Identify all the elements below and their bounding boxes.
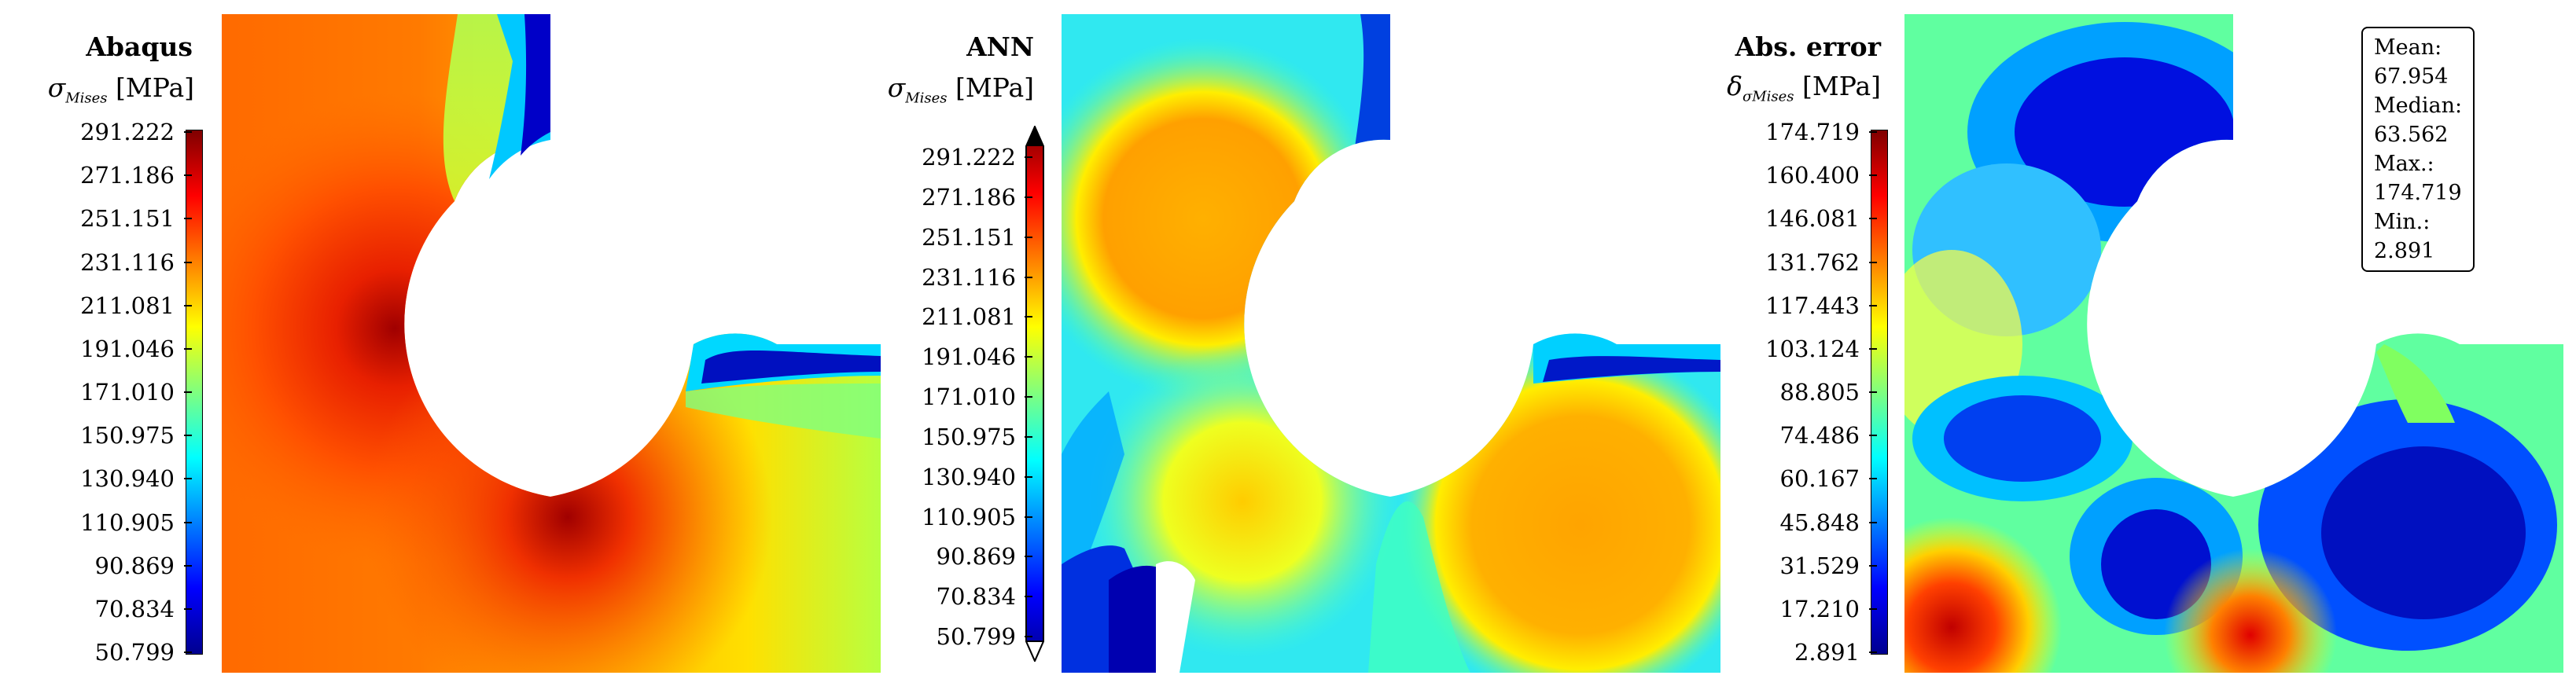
colorbar-tick-mark bbox=[1025, 435, 1032, 438]
colorbar-tick-label: 174.719 bbox=[1765, 119, 1860, 145]
colorbar-tick-label: 130.940 bbox=[80, 465, 175, 493]
colorbar-tick-label: 103.124 bbox=[1765, 335, 1860, 362]
colorbar-tick-label: 291.222 bbox=[80, 119, 175, 145]
panel-title: Abaqus bbox=[86, 31, 193, 62]
colorbar-tick-mark bbox=[1025, 516, 1032, 518]
colorbar-tick-mark bbox=[1025, 196, 1032, 198]
colorbar-tick-mark bbox=[1869, 478, 1877, 480]
colorbar-tick-mark bbox=[1025, 396, 1032, 398]
colorbar-tick-mark bbox=[1025, 356, 1032, 358]
colorbar-tick-label: 171.010 bbox=[922, 384, 1016, 410]
panel-title: ANN bbox=[966, 31, 1034, 62]
colorbar-label: σMises [MPa] bbox=[887, 72, 1034, 107]
colorbar-tick-mark bbox=[1869, 304, 1877, 306]
colorbar-tick-label: 231.116 bbox=[80, 248, 175, 276]
colorbar-tick-mark bbox=[1869, 521, 1877, 523]
colorbar-tick-mark bbox=[1025, 475, 1032, 478]
colorbar-tick-label: 146.081 bbox=[1765, 205, 1860, 233]
stat-mean: Mean: 67.954 bbox=[2374, 35, 2449, 89]
colorbar-tick-mark bbox=[1869, 218, 1877, 220]
colorbar-tick-label: 50.799 bbox=[936, 623, 1016, 650]
colorbar-tick-label: 110.905 bbox=[80, 508, 175, 536]
colorbar-tick-mark bbox=[1025, 276, 1032, 278]
colorbar-tick-label: 271.186 bbox=[80, 162, 175, 189]
stress-field-ann bbox=[1062, 14, 1720, 673]
colorbar-tick-mark bbox=[1025, 316, 1032, 318]
colorbar-tick-label: 60.167 bbox=[1779, 465, 1860, 493]
colorbar-tick-mark bbox=[184, 478, 192, 480]
colorbar-tick-label: 160.400 bbox=[1765, 162, 1860, 189]
colorbar-tick-mark bbox=[184, 391, 192, 393]
colorbar-tick-mark bbox=[1869, 435, 1877, 437]
colorbar-tick-mark bbox=[1869, 564, 1877, 567]
stats-box: Mean: 67.954 Median: 63.562 Max.: 174.71… bbox=[2361, 27, 2475, 272]
colorbar-tick-label: 90.869 bbox=[94, 552, 175, 579]
stress-field-abaqus bbox=[222, 14, 881, 673]
colorbar-tick-label: 150.975 bbox=[922, 423, 1016, 450]
colorbar-tick-label: 171.010 bbox=[80, 379, 175, 406]
colorbar-tick-label: 231.116 bbox=[922, 263, 1016, 291]
colorbar-tick-mark bbox=[1869, 131, 1877, 133]
colorbar-tick-mark bbox=[1025, 636, 1032, 637]
colorbar-tick-mark bbox=[1025, 596, 1032, 598]
colorbar-tick-label: 251.151 bbox=[922, 223, 1016, 251]
colorbar-tick-label: 70.834 bbox=[936, 583, 1016, 611]
colorbar-tick-label: 117.443 bbox=[1765, 292, 1860, 319]
colorbar-tick-label: 17.210 bbox=[1779, 595, 1860, 622]
panel-title: Abs. error bbox=[1735, 31, 1881, 62]
stat-min: Min.: 2.891 bbox=[2374, 210, 2435, 263]
colorbar-tick-mark bbox=[184, 174, 192, 177]
colorbar-tick-mark bbox=[1025, 236, 1032, 238]
colorbar-tick-mark bbox=[184, 435, 192, 437]
colorbar-tick-mark bbox=[184, 347, 192, 350]
colorbar-tick-label: 131.762 bbox=[1765, 248, 1860, 276]
colorbar-tick-mark bbox=[184, 607, 192, 610]
colorbar-tick-mark bbox=[1869, 607, 1877, 610]
stat-max: Max.: 174.719 bbox=[2374, 152, 2462, 205]
colorbar-tick-mark bbox=[184, 304, 192, 306]
colorbar-tick-label: 88.805 bbox=[1779, 379, 1860, 406]
colorbar-tick-label: 271.186 bbox=[922, 183, 1016, 211]
colorbar-tick-label: 191.046 bbox=[922, 343, 1016, 371]
colorbar-tick-label: 130.940 bbox=[922, 463, 1016, 490]
colorbar-tick-mark bbox=[1025, 156, 1032, 158]
colorbar-tick-mark bbox=[1869, 391, 1877, 393]
colorbar-tick-label: 191.046 bbox=[80, 335, 175, 362]
stat-median: Median: 63.562 bbox=[2374, 94, 2463, 147]
colorbar-tick-label: 74.486 bbox=[1779, 422, 1860, 450]
colorbar-label: σMises [MPa] bbox=[47, 72, 194, 107]
colorbar-tick-label: 70.834 bbox=[94, 595, 175, 622]
colorbar-tick-label: 211.081 bbox=[922, 303, 1016, 331]
colorbar-tick-label: 31.529 bbox=[1779, 552, 1860, 579]
colorbar-tick-label: 90.869 bbox=[936, 543, 1016, 571]
colorbar-tick-mark bbox=[184, 521, 192, 523]
colorbar-tick-label: 251.151 bbox=[80, 205, 175, 233]
colorbar-tick-mark bbox=[184, 131, 192, 133]
colorbar-tick-mark bbox=[1869, 261, 1877, 263]
error-field bbox=[1904, 14, 2563, 673]
colorbar-label: δσMises [MPa] bbox=[1727, 71, 1881, 105]
colorbar-tick-mark bbox=[184, 261, 192, 263]
colorbar-tick-label: 50.799 bbox=[94, 639, 175, 666]
colorbar-tick-mark bbox=[184, 651, 192, 653]
colorbar-tick-label: 45.848 bbox=[1779, 508, 1860, 536]
colorbar-tick-label: 211.081 bbox=[80, 292, 175, 319]
colorbar-extended bbox=[1025, 126, 1044, 662]
colorbar-tick-mark bbox=[184, 218, 192, 220]
colorbar-tick-mark bbox=[184, 564, 192, 567]
colorbar-tick-mark bbox=[1025, 556, 1032, 558]
colorbar-tick-mark bbox=[1869, 651, 1877, 653]
colorbar-tick-mark bbox=[1869, 347, 1877, 350]
colorbar-tick-mark bbox=[1869, 174, 1877, 177]
colorbar-tick-label: 150.975 bbox=[80, 422, 175, 450]
colorbar-tick-label: 110.905 bbox=[922, 503, 1016, 530]
colorbar-tick-label: 291.222 bbox=[922, 144, 1016, 171]
colorbar-tick-label: 2.891 bbox=[1794, 639, 1860, 666]
